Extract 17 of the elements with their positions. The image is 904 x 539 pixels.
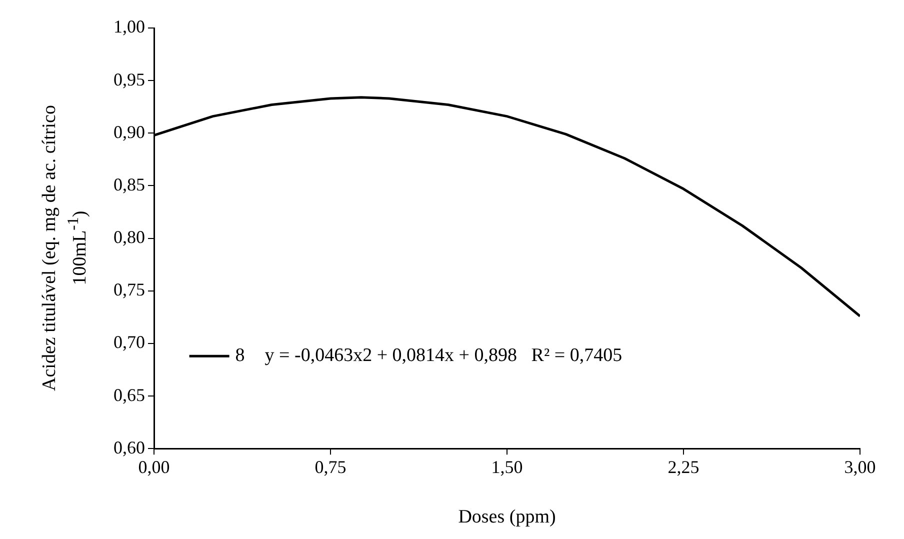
y-tick-label: 1,00 <box>114 16 145 37</box>
y-tick-label: 0,75 <box>114 280 145 300</box>
x-tick-label: 1,50 <box>491 457 523 478</box>
y-tick-label: 0,85 <box>114 174 145 194</box>
legend-label: 8 <box>235 345 245 366</box>
annotation: y = -0,0463x2 + 0,0814x + 0,898 R² = 0,7405 <box>264 345 622 366</box>
x-tick-label: 2,25 <box>668 457 700 478</box>
y-tick-label: 0,80 <box>114 227 145 248</box>
y-tick-label: 0,60 <box>114 437 145 458</box>
x-tick-label: 0,00 <box>138 457 170 478</box>
y-tick-label: 0,65 <box>114 384 145 405</box>
x-tick-label: 3,00 <box>844 457 876 478</box>
y-tick-label: 0,90 <box>114 122 145 142</box>
y-tick-label: 0,70 <box>114 332 145 352</box>
y-tick-label: 0,95 <box>114 69 145 90</box>
x-tick-label: 0,75 <box>314 457 346 478</box>
x-axis-title: Doses (ppm) <box>458 506 556 528</box>
